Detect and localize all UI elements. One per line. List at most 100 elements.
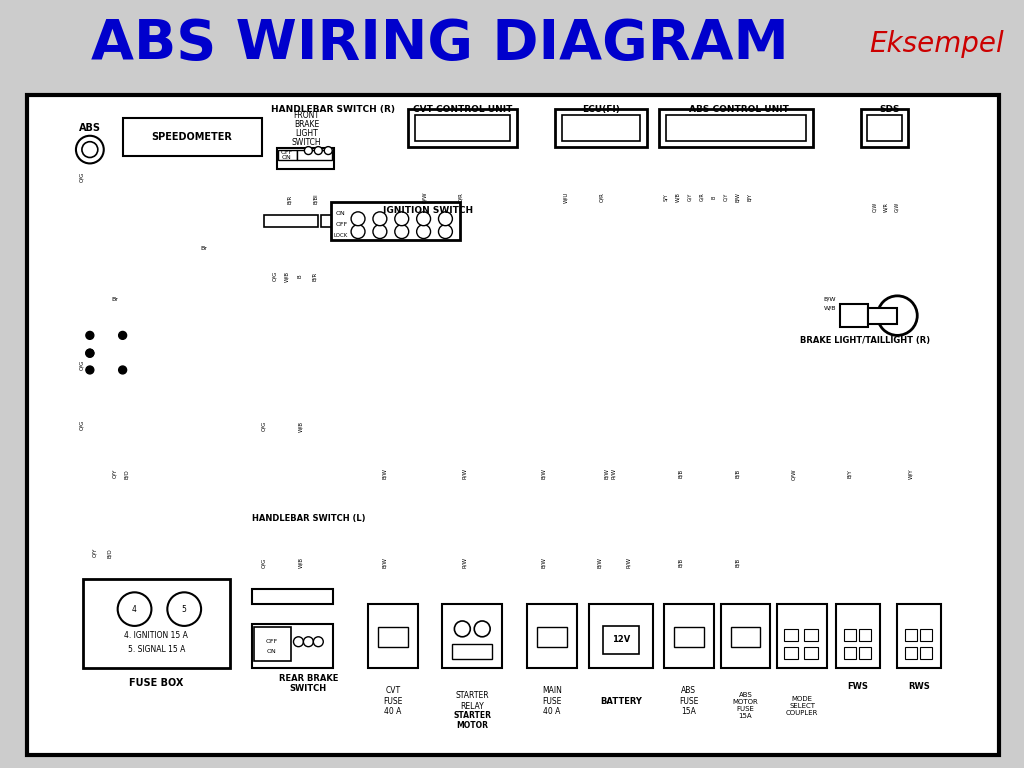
Circle shape xyxy=(455,621,470,637)
Text: G/R: G/R xyxy=(699,193,705,201)
Text: O/G: O/G xyxy=(80,172,84,183)
Text: OFF: OFF xyxy=(265,639,278,644)
Text: MAIN
FUSE
40 A: MAIN FUSE 40 A xyxy=(542,686,562,716)
Circle shape xyxy=(395,225,409,239)
Bar xyxy=(897,604,941,668)
Text: B/W: B/W xyxy=(823,296,837,301)
Text: G/W: G/W xyxy=(894,202,899,212)
Text: ECU(FI): ECU(FI) xyxy=(583,104,621,114)
Circle shape xyxy=(86,349,94,357)
Bar xyxy=(921,629,932,641)
Text: W/B: W/B xyxy=(823,305,837,310)
Bar xyxy=(278,150,297,161)
Circle shape xyxy=(119,332,127,339)
Circle shape xyxy=(76,136,103,164)
Text: B/B: B/B xyxy=(678,469,683,478)
Bar xyxy=(905,647,918,658)
Text: O/W: O/W xyxy=(872,202,877,212)
Bar xyxy=(859,629,870,641)
Text: W/B: W/B xyxy=(676,192,680,202)
Text: O/Y: O/Y xyxy=(113,469,117,478)
Text: W/U: W/U xyxy=(563,191,568,203)
Text: ABS
FUSE
15A: ABS FUSE 15A xyxy=(679,686,698,716)
Text: B/W: B/W xyxy=(604,468,609,479)
Text: O/G: O/G xyxy=(261,558,266,568)
Circle shape xyxy=(82,141,98,157)
Text: B/Bl: B/Bl xyxy=(312,194,317,204)
Text: ABS CONTROL UNIT: ABS CONTROL UNIT xyxy=(688,104,788,114)
Bar xyxy=(866,115,902,141)
Bar xyxy=(297,150,332,161)
Text: 4. IGNITION 15 A: 4. IGNITION 15 A xyxy=(125,631,188,641)
Circle shape xyxy=(351,212,365,226)
Text: B/B: B/B xyxy=(678,558,683,568)
Circle shape xyxy=(373,225,387,239)
Text: B/O: B/O xyxy=(108,548,113,558)
Text: O/W: O/W xyxy=(792,468,797,479)
Bar xyxy=(860,109,908,147)
Circle shape xyxy=(351,225,365,239)
Bar xyxy=(537,627,566,647)
Text: Eksempel: Eksempel xyxy=(869,30,1005,58)
Text: LOCK: LOCK xyxy=(333,233,347,238)
Bar xyxy=(264,215,318,227)
Text: O/G: O/G xyxy=(272,271,278,281)
Text: R/W: R/W xyxy=(610,468,615,479)
Circle shape xyxy=(395,212,409,226)
Bar xyxy=(659,109,813,147)
Circle shape xyxy=(304,147,312,154)
Text: FWS: FWS xyxy=(847,682,868,690)
Text: G/Y: G/Y xyxy=(687,193,692,201)
Text: BRAKE: BRAKE xyxy=(294,121,319,129)
Text: O/Y: O/Y xyxy=(723,193,728,201)
Bar xyxy=(378,627,408,647)
Text: ABS WIRING DIAGRAM: ABS WIRING DIAGRAM xyxy=(91,17,790,71)
Circle shape xyxy=(314,147,323,154)
Text: ON: ON xyxy=(266,649,276,654)
Text: B/W: B/W xyxy=(382,468,387,479)
Bar xyxy=(276,147,334,170)
Text: B/O: B/O xyxy=(124,468,129,478)
Bar xyxy=(921,647,932,658)
Text: B/W: B/W xyxy=(542,468,546,479)
Circle shape xyxy=(86,366,94,374)
Bar xyxy=(844,647,856,658)
Text: R/W: R/W xyxy=(462,468,467,479)
Bar xyxy=(666,115,806,141)
Text: Br: Br xyxy=(112,297,118,303)
Text: O/G: O/G xyxy=(261,421,266,432)
Text: B/R: B/R xyxy=(287,194,292,204)
Text: OFF: OFF xyxy=(281,150,293,155)
Bar xyxy=(252,589,333,604)
Text: ON: ON xyxy=(282,155,292,160)
Text: O/W: O/W xyxy=(422,191,427,203)
Text: 5: 5 xyxy=(182,604,186,614)
Circle shape xyxy=(313,637,324,647)
Text: O/R: O/R xyxy=(599,192,604,202)
Text: IGNITION SWITCH: IGNITION SWITCH xyxy=(383,207,473,215)
Bar xyxy=(527,604,577,668)
Bar xyxy=(844,629,856,641)
Circle shape xyxy=(325,147,332,154)
Bar xyxy=(674,627,703,647)
Text: O/G: O/G xyxy=(80,360,84,370)
Circle shape xyxy=(417,212,430,226)
Text: R/W: R/W xyxy=(626,557,631,568)
Bar xyxy=(123,118,262,155)
Bar xyxy=(590,604,653,668)
Bar xyxy=(83,580,230,668)
Text: SWITCH: SWITCH xyxy=(292,138,322,147)
Text: W/B: W/B xyxy=(284,270,289,282)
Bar xyxy=(784,647,798,658)
Text: B/W: B/W xyxy=(542,557,546,568)
Text: B/W: B/W xyxy=(382,557,387,568)
Bar xyxy=(804,629,818,641)
Bar xyxy=(561,115,640,141)
Text: ABS
MOTOR
FUSE
15A: ABS MOTOR FUSE 15A xyxy=(732,693,759,720)
Text: S/Y: S/Y xyxy=(664,193,669,201)
Text: OFF: OFF xyxy=(335,222,347,227)
Bar xyxy=(555,109,647,147)
Bar xyxy=(368,604,418,668)
Text: B/R: B/R xyxy=(312,271,316,281)
Text: BATTERY: BATTERY xyxy=(600,697,642,706)
